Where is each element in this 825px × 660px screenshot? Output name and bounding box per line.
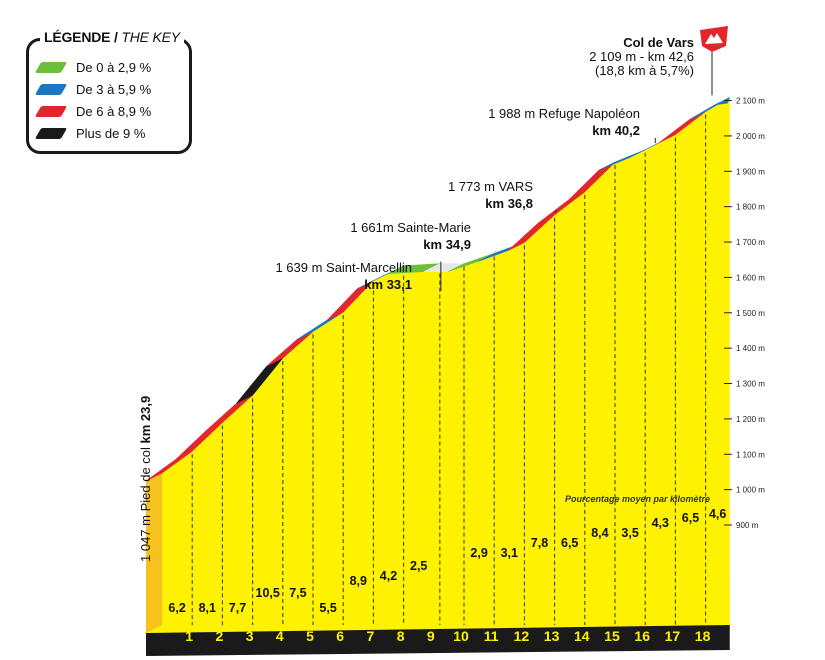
y-tick-label-2: 1 100 m — [736, 450, 765, 459]
y-tick-label-8: 1 700 m — [736, 238, 765, 247]
legend-title-main: LÉGENDE — [44, 29, 111, 45]
waypoint-name-0: 1 639 m Saint-Marcellin — [275, 260, 412, 275]
y-tick-label-7: 1 600 m — [736, 273, 765, 282]
legend-title-key: THE KEY — [121, 29, 180, 45]
profile-face — [162, 97, 730, 625]
grade-label-6: 5,5 — [319, 601, 336, 615]
grade-label-4: 10,5 — [256, 586, 280, 600]
legend-swatch-3 — [34, 127, 68, 139]
km-label-17: 17 — [665, 628, 681, 644]
grade-label-8: 4,2 — [380, 569, 397, 583]
legend-swatch-1 — [34, 83, 68, 95]
grade-label-2: 8,1 — [199, 601, 216, 615]
y-tick-label-1: 1 000 m — [736, 486, 765, 495]
grade-label-16: 3,5 — [621, 526, 638, 540]
y-tick-label-4: 1 300 m — [736, 380, 765, 389]
legend-item-0: De 0 à 2,9 % — [34, 59, 152, 75]
km-label-9: 9 — [427, 628, 435, 644]
waypoint-name-1: 1 661m Sainte-Marie — [350, 220, 471, 235]
grade-label-11: 2,9 — [470, 546, 487, 560]
km-label-4: 4 — [276, 628, 284, 644]
y-tick-label-0: 900 m — [736, 521, 759, 530]
y-tick-label-5: 1 400 m — [736, 344, 765, 353]
start-label: 1 047 m Pied de col km 23,9 — [138, 396, 153, 562]
summit-cap — [713, 97, 730, 106]
legend-label-0: De 0 à 2,9 % — [76, 59, 152, 75]
summit-altitude: 2 109 m - km 42,6 — [589, 49, 694, 64]
waypoint-km-1: km 34,9 — [423, 237, 471, 252]
km-label-6: 6 — [336, 628, 344, 644]
grade-label-12: 3,1 — [501, 546, 518, 560]
km-label-15: 15 — [604, 628, 620, 644]
km-label-14: 14 — [574, 628, 590, 644]
start-km: km 23,9 — [138, 396, 153, 444]
summit-summary: (18,8 km à 5,7%) — [595, 63, 694, 78]
legend-item-1: De 3 à 5,9 % — [34, 81, 152, 97]
km-label-11: 11 — [484, 628, 499, 644]
waypoint-km-2: km 36,8 — [485, 196, 533, 211]
summit-name: Col de Vars — [623, 35, 694, 50]
summit-flag-icon — [700, 26, 728, 52]
legend-title-sep: / — [110, 29, 122, 45]
y-tick-label-3: 1 200 m — [736, 415, 765, 424]
legend-title: LÉGENDE / THE KEY — [40, 29, 184, 45]
grade-label-1: 6,2 — [168, 601, 185, 615]
legend-item-2: De 6 à 8,9 % — [34, 103, 152, 119]
grade-label-18: 6,5 — [682, 511, 699, 525]
km-label-3: 3 — [246, 628, 254, 644]
profile-base-side — [146, 473, 162, 633]
y-tick-label-6: 1 500 m — [736, 309, 765, 318]
legend-item-3: Plus de 9 % — [34, 125, 146, 141]
y-tick-label-9: 1 800 m — [736, 203, 765, 212]
km-label-5: 5 — [306, 628, 314, 644]
waypoint-km-0: km 33,1 — [364, 277, 412, 292]
km-label-1: 1 — [185, 628, 193, 644]
grade-label-14: 6,5 — [561, 536, 578, 550]
grade-label-5: 7,5 — [289, 586, 306, 600]
km-label-10: 10 — [453, 628, 469, 644]
legend-label-3: Plus de 9 % — [76, 125, 146, 141]
grade-label-17: 4,3 — [652, 516, 669, 530]
grade-label-7: 8,9 — [350, 574, 367, 588]
legend-swatch-0 — [34, 61, 68, 73]
legend-label-2: De 6 à 8,9 % — [76, 103, 152, 119]
grade-label-9: 2,5 — [410, 559, 427, 573]
grade-label-3: 7,7 — [229, 601, 246, 615]
km-label-2: 2 — [216, 628, 224, 644]
waypoint-name-2: 1 773 m VARS — [448, 179, 533, 194]
waypoint-km-3: km 40,2 — [592, 123, 640, 138]
km-label-7: 7 — [367, 628, 375, 644]
grade-label-15: 8,4 — [591, 526, 608, 540]
km-label-8: 8 — [397, 628, 405, 644]
grade-label-19: 4,6 — [709, 507, 726, 521]
km-band — [146, 625, 730, 656]
y-tick-label-11: 2 000 m — [736, 132, 765, 141]
km-label-12: 12 — [514, 628, 530, 644]
avg-caption: Pourcentage moyen par kilomètre — [565, 494, 710, 504]
legend-label-1: De 3 à 5,9 % — [76, 81, 152, 97]
km-label-13: 13 — [544, 628, 560, 644]
y-tick-label-10: 1 900 m — [736, 167, 765, 176]
grade-label-13: 7,8 — [531, 536, 548, 550]
profile-base — [146, 578, 730, 633]
km-label-18: 18 — [695, 628, 711, 644]
waypoint-name-3: 1 988 m Refuge Napoléon — [488, 106, 640, 121]
legend-swatch-2 — [34, 105, 68, 117]
y-tick-label-12: 2 100 m — [736, 97, 765, 106]
km-label-16: 16 — [634, 628, 650, 644]
